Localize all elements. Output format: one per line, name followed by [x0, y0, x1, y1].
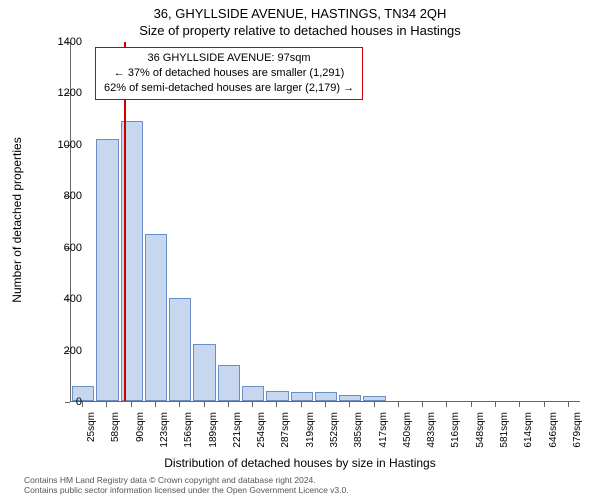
x-tick	[106, 402, 107, 407]
x-tick-label: 646sqm	[548, 412, 559, 448]
footer-line2: Contains public sector information licen…	[24, 485, 349, 496]
x-tick-label: 254sqm	[256, 412, 267, 448]
footer-line1: Contains HM Land Registry data © Crown c…	[24, 475, 349, 486]
x-axis-label: Distribution of detached houses by size …	[0, 456, 600, 470]
x-tick-label: 679sqm	[572, 412, 583, 448]
histogram-bar	[218, 365, 240, 401]
y-tick-label: 0	[42, 396, 82, 408]
x-tick-label: 221sqm	[232, 412, 243, 448]
histogram-bar	[242, 386, 264, 401]
x-tick	[131, 402, 132, 407]
y-tick-label: 800	[42, 190, 82, 202]
chart-title-line2: Size of property relative to detached ho…	[0, 21, 600, 38]
histogram-bar	[169, 298, 191, 401]
y-tick-label: 1200	[42, 87, 82, 99]
footer-text: Contains HM Land Registry data © Crown c…	[24, 475, 349, 496]
x-tick	[398, 402, 399, 407]
x-tick-label: 581sqm	[499, 412, 510, 448]
x-tick	[422, 402, 423, 407]
histogram-bar	[339, 395, 361, 401]
x-tick	[228, 402, 229, 407]
x-tick-label: 516sqm	[450, 412, 461, 448]
x-tick-label: 385sqm	[353, 412, 364, 448]
x-tick	[374, 402, 375, 407]
histogram-bar	[363, 396, 385, 401]
x-tick	[349, 402, 350, 407]
x-tick-label: 287sqm	[280, 412, 291, 448]
histogram-bar	[96, 139, 118, 401]
x-tick-label: 614sqm	[523, 412, 534, 448]
x-tick-label: 319sqm	[305, 412, 316, 448]
y-tick-label: 1000	[42, 139, 82, 151]
x-tick	[519, 402, 520, 407]
info-line3: 62% of semi-detached houses are larger (…	[104, 81, 354, 96]
x-tick	[495, 402, 496, 407]
x-tick-label: 123sqm	[159, 412, 170, 448]
histogram-bar	[145, 234, 167, 401]
x-tick-label: 25sqm	[86, 412, 97, 442]
chart-title-line1: 36, GHYLLSIDE AVENUE, HASTINGS, TN34 2QH	[0, 0, 600, 21]
y-tick-label: 400	[42, 293, 82, 305]
x-tick	[82, 402, 83, 407]
x-tick	[204, 402, 205, 407]
x-tick-label: 58sqm	[110, 412, 121, 442]
x-tick	[276, 402, 277, 407]
x-tick	[179, 402, 180, 407]
y-axis-label: Number of detached properties	[10, 137, 24, 302]
x-tick	[544, 402, 545, 407]
x-tick	[155, 402, 156, 407]
x-tick-label: 156sqm	[183, 412, 194, 448]
x-tick	[301, 402, 302, 407]
histogram-bar	[291, 392, 313, 401]
x-tick-label: 417sqm	[378, 412, 389, 448]
x-tick-label: 548sqm	[475, 412, 486, 448]
y-tick-label: 600	[42, 242, 82, 254]
x-tick-label: 483sqm	[426, 412, 437, 448]
x-tick	[325, 402, 326, 407]
x-tick	[568, 402, 569, 407]
histogram-bar	[266, 391, 288, 401]
x-tick	[252, 402, 253, 407]
histogram-bar	[315, 392, 337, 401]
y-tick-label: 1400	[42, 36, 82, 48]
info-line2: ← 37% of detached houses are smaller (1,…	[104, 66, 354, 81]
info-line1: 36 GHYLLSIDE AVENUE: 97sqm	[104, 51, 354, 66]
info-box: 36 GHYLLSIDE AVENUE: 97sqm ← 37% of deta…	[95, 47, 363, 100]
x-tick-label: 90sqm	[135, 412, 146, 442]
x-tick-label: 352sqm	[329, 412, 340, 448]
x-tick	[471, 402, 472, 407]
x-tick-label: 450sqm	[402, 412, 413, 448]
histogram-bar	[193, 344, 215, 401]
x-tick	[446, 402, 447, 407]
y-tick-label: 200	[42, 345, 82, 357]
x-tick-label: 189sqm	[208, 412, 219, 448]
